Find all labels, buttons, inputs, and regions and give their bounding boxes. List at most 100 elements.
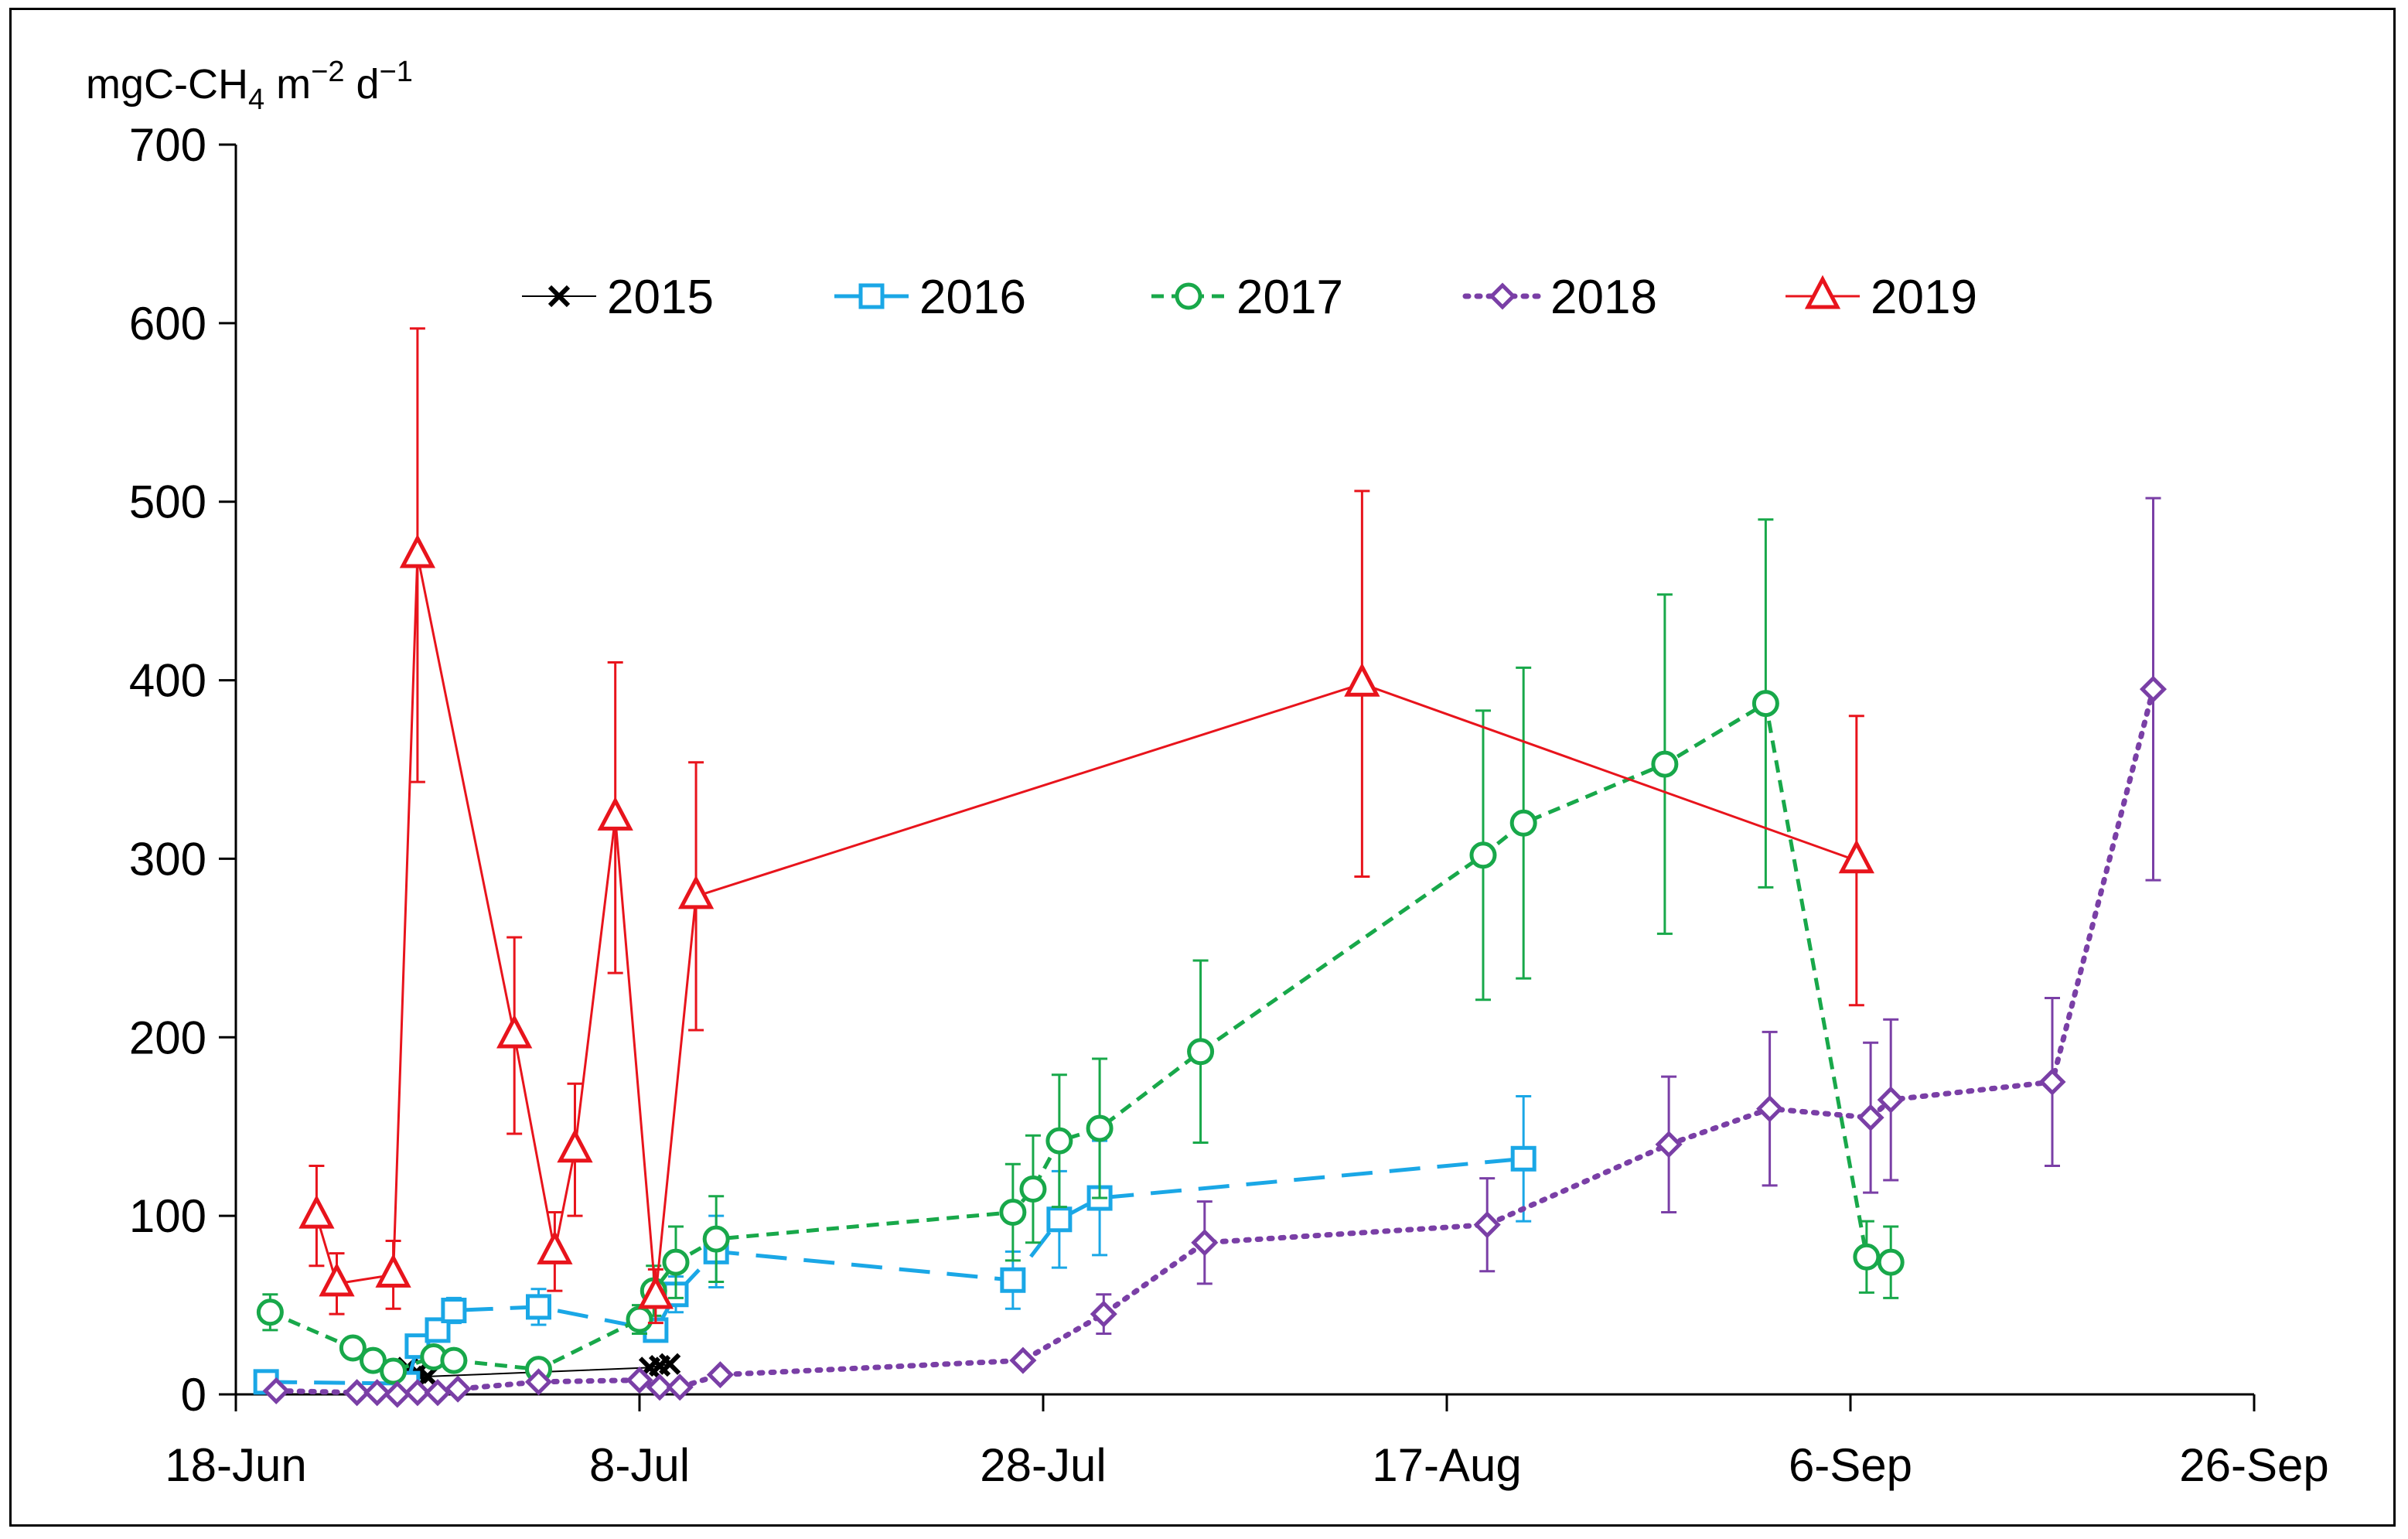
point-2018-14	[1191, 1229, 1219, 1257]
y-tick-label-300: 300	[129, 833, 206, 885]
point-2017-3	[380, 1357, 408, 1385]
point-2017-12	[1019, 1176, 1047, 1203]
legend-marker-2017	[1175, 282, 1202, 310]
point-2018-5	[424, 1379, 452, 1407]
point-2017-14	[1086, 1114, 1114, 1142]
point-2019-11	[1838, 839, 1874, 874]
point-2017-1	[339, 1334, 367, 1362]
legend-marker-2016	[858, 283, 885, 309]
y-tick-label-0: 0	[181, 1369, 206, 1421]
point-2017-13	[1045, 1127, 1073, 1155]
point-2018-11	[706, 1361, 734, 1389]
series-2018-markers	[262, 675, 2168, 1408]
series-2016-error-bars	[430, 1094, 1532, 1340]
point-2017-18	[1651, 750, 1679, 778]
point-2018-8	[626, 1366, 653, 1394]
point-2019-2	[375, 1253, 411, 1288]
point-2018-20	[2038, 1068, 2066, 1096]
legend-item-2016: 2016	[834, 271, 1026, 324]
point-2016-9	[1000, 1267, 1026, 1293]
point-2019-3	[399, 534, 436, 568]
point-2018-13	[1090, 1300, 1117, 1328]
legend-item-2015: 2015	[522, 271, 714, 324]
point-2017-17	[1509, 809, 1537, 837]
y-axis-unit-label: mgC-CH4 m−2 d−1	[86, 56, 413, 116]
series-2018	[262, 497, 2168, 1408]
series-2018-error-bars	[1096, 497, 2161, 1336]
point-2018-15	[1473, 1211, 1501, 1239]
y-tick-label-400: 400	[129, 655, 206, 707]
point-2015-5-stroke-b	[659, 1353, 681, 1375]
y-tick-label-700: 700	[129, 119, 206, 171]
point-2017-19	[1751, 690, 1779, 718]
point-2017-2	[359, 1346, 387, 1374]
legend-label-2019: 2019	[1871, 271, 1977, 324]
point-2018-16	[1655, 1131, 1683, 1159]
point-2017-15	[1187, 1038, 1215, 1066]
point-2018-9	[646, 1373, 674, 1401]
y-tick-label-500: 500	[129, 476, 206, 528]
point-2017-10	[702, 1225, 730, 1253]
series-2017	[256, 518, 1905, 1385]
point-2019-8	[637, 1275, 674, 1309]
point-2017-20	[1853, 1243, 1881, 1271]
point-2018-2	[363, 1379, 391, 1407]
x-tick-label-26-Sep: 26-Sep	[2179, 1439, 2328, 1491]
point-2017-21	[1877, 1248, 1905, 1276]
chart-frame: mgC-CH4 m−2 d−1 0 100 200 300 400 500 600 700 1…	[9, 8, 2396, 1527]
point-2016-5	[526, 1294, 551, 1320]
legend-marker-2015	[547, 285, 571, 308]
legend-label-2016: 2016	[919, 271, 1026, 324]
series-2019	[298, 327, 1874, 1325]
point-2018-7	[524, 1368, 553, 1396]
point-2017-0	[256, 1298, 284, 1326]
point-2015-5	[659, 1353, 681, 1375]
series-2019-line	[315, 554, 1857, 1298]
point-2019-9	[677, 875, 715, 909]
x-tick-label-18-Jun: 18-Jun	[165, 1439, 306, 1491]
y-tick-label-600: 600	[129, 298, 206, 350]
point-2016-10	[1046, 1206, 1073, 1233]
point-2018-21	[2139, 675, 2168, 703]
point-2018-0	[262, 1377, 290, 1404]
point-2016-4	[441, 1297, 467, 1323]
point-2017-11	[999, 1199, 1027, 1227]
point-2019-10	[1344, 662, 1380, 697]
legend-label-2018: 2018	[1550, 271, 1657, 324]
point-2018-19	[1877, 1086, 1905, 1114]
point-2019-6	[557, 1128, 593, 1163]
x-tick-label-28-Jul: 28-Jul	[980, 1439, 1106, 1491]
point-2019-4	[496, 1014, 533, 1049]
point-2017-16	[1469, 841, 1497, 869]
point-2019-1	[319, 1262, 355, 1297]
point-2017-9	[662, 1248, 690, 1276]
point-2018-10	[666, 1373, 694, 1401]
x-tick-label-8-Jul: 8-Jul	[589, 1439, 690, 1491]
legend-marker-2018	[1489, 282, 1516, 310]
series-2017-markers	[256, 690, 1905, 1385]
point-2019-0	[298, 1194, 335, 1229]
point-2017-7	[626, 1305, 653, 1333]
x-tick-label-6-Sep: 6-Sep	[1789, 1439, 1912, 1491]
point-2017-5	[440, 1346, 468, 1374]
legend-label-2017: 2017	[1236, 271, 1343, 324]
point-2016-12	[1510, 1145, 1537, 1172]
legend-item-2018: 2018	[1462, 271, 1657, 324]
point-2018-3	[384, 1380, 411, 1408]
series-2019-markers	[298, 534, 1874, 1309]
y-tick-label-200: 200	[129, 1012, 206, 1063]
legend-label-2015: 2015	[607, 271, 714, 324]
point-2018-12	[1009, 1346, 1037, 1374]
y-tick-label-100: 100	[129, 1190, 206, 1242]
legend-marker-2019	[1804, 275, 1841, 309]
point-2019-5	[537, 1230, 573, 1264]
series-2017-error-bars	[262, 518, 1899, 1378]
point-2018-6	[444, 1375, 472, 1403]
series-2017-line	[269, 701, 1891, 1373]
point-2019-7	[597, 796, 633, 831]
legend-marker-2015-stroke-b	[547, 285, 571, 308]
legend-item-2019: 2019	[1786, 271, 1977, 324]
point-2018-18	[1857, 1104, 1884, 1131]
point-2018-1	[343, 1379, 371, 1407]
series-2019-error-bars	[309, 327, 1864, 1325]
